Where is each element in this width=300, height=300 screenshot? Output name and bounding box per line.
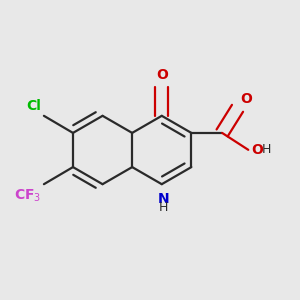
Text: O: O	[251, 143, 263, 157]
Text: O: O	[240, 92, 252, 106]
Text: N: N	[158, 192, 169, 206]
Text: H: H	[262, 143, 271, 156]
Text: O: O	[156, 68, 168, 82]
Text: CF$_3$: CF$_3$	[14, 187, 41, 204]
Text: H: H	[159, 200, 168, 214]
Text: Cl: Cl	[26, 99, 41, 113]
